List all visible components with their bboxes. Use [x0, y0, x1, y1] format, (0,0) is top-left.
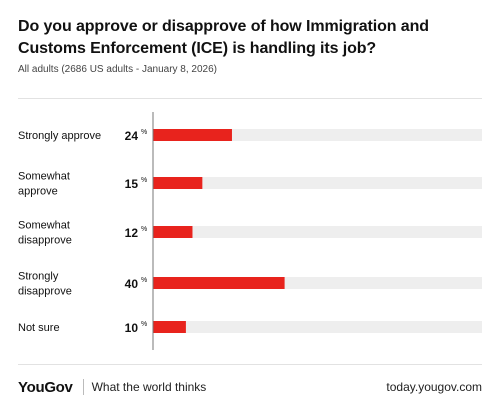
bar-chart: Strongly approve 24% Somewhat approve 15% Som… [0, 98, 500, 364]
value-label: 24 [125, 129, 139, 143]
value-label: 12 [125, 226, 139, 240]
percent-sign: % [141, 321, 147, 328]
bar-somewhat-disapprove [153, 226, 193, 238]
bar-track [153, 177, 482, 189]
value-label: 40 [125, 277, 139, 291]
bar-strongly-approve [153, 129, 232, 141]
yougov-logo[interactable]: YouGov [18, 378, 73, 396]
chart-title: Do you approve or disapprove of how Immi… [18, 18, 429, 57]
category-label: approve [18, 186, 58, 198]
chart-subtitle: All adults (2686 US adults - January 8, … [18, 64, 217, 75]
bar-not-sure [153, 321, 186, 333]
percent-sign: % [141, 177, 147, 184]
value-label: 10 [125, 321, 139, 335]
footer-site-link[interactable]: today.yougov.com [386, 380, 482, 394]
category-label: Not sure [18, 322, 60, 334]
footer: YouGov What the world thinks today.yougo… [18, 372, 482, 402]
footer-divider [82, 379, 84, 395]
category-label: Somewhat [18, 171, 70, 183]
bar-chart-svg: Strongly approve 24 % Somewhat approve 15 % Som… [18, 112, 482, 350]
bar-strongly-disapprove [153, 277, 285, 289]
bar-somewhat-approve [153, 177, 203, 189]
category-label: disapprove [18, 235, 72, 247]
category-label: Somewhat [18, 220, 70, 232]
value-label: 15 [125, 177, 139, 191]
percent-sign: % [141, 129, 147, 136]
top-divider [18, 98, 482, 99]
category-label: Strongly approve [18, 130, 101, 142]
bar-track [153, 226, 482, 238]
bottom-divider [18, 364, 482, 365]
percent-sign: % [141, 226, 147, 233]
category-label: Strongly [18, 271, 59, 283]
bar-track [153, 129, 482, 141]
footer-tagline: What the world thinks [91, 380, 207, 394]
percent-sign: % [141, 277, 147, 284]
bar-track [153, 321, 482, 333]
category-label: disapprove [18, 286, 72, 298]
